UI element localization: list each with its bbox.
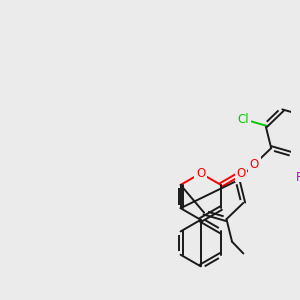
Text: O: O	[250, 158, 259, 171]
Text: F: F	[296, 171, 300, 184]
Text: O: O	[236, 167, 246, 180]
Text: O: O	[196, 167, 205, 180]
Text: Cl: Cl	[237, 112, 249, 126]
